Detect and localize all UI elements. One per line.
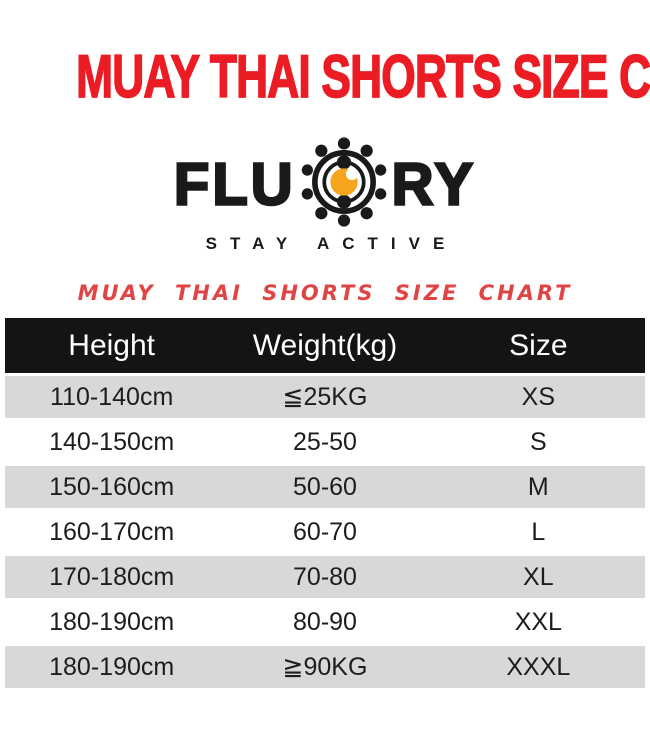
weight-cell: 70-80 bbox=[293, 562, 357, 591]
logo-tagline: STAY ACTIVE bbox=[205, 234, 458, 253]
height-cell: 160-170cm bbox=[49, 517, 175, 546]
page-title-wrap: MUAY THAI SHORTS SIZE CHART bbox=[0, 43, 650, 112]
height-cell: 180-190cm bbox=[49, 607, 175, 636]
fluory-wordmark: FLU bbox=[0, 134, 650, 230]
gear-icon bbox=[297, 135, 391, 229]
fluory-logo: FLU bbox=[0, 134, 650, 254]
table-row: 140-150cm 25-50 S bbox=[5, 421, 645, 463]
size-cell: XXL bbox=[514, 607, 562, 636]
size-cell: XL bbox=[523, 562, 554, 591]
height-cell: 140-150cm bbox=[49, 427, 175, 456]
weight-cell: 25-50 bbox=[293, 427, 357, 456]
size-cell: XXXL bbox=[506, 652, 571, 681]
size-cell: S bbox=[529, 427, 547, 456]
weight-cell: 50-60 bbox=[293, 472, 357, 501]
height-cell: 180-190cm bbox=[49, 652, 175, 681]
wordmark-ry: RY bbox=[390, 151, 477, 218]
header-weight: Weight(kg) bbox=[252, 328, 398, 362]
table-row: 170-180cm 70-80 XL bbox=[5, 556, 645, 598]
table-row: 110-140cm ≦25KG XS bbox=[5, 376, 645, 418]
table-subtitle: MUAY THAI SHORTS SIZE CHART bbox=[77, 281, 573, 305]
size-cell: XS bbox=[521, 382, 555, 411]
table-row: 180-190cm ≧90KG XXXL bbox=[5, 646, 645, 688]
header-size: Size bbox=[509, 328, 568, 362]
wordmark-flu: FLU bbox=[173, 151, 296, 218]
weight-cell: 80-90 bbox=[293, 607, 357, 636]
size-cell: M bbox=[527, 472, 549, 501]
table-row: 180-190cm 80-90 XXL bbox=[5, 601, 645, 643]
weight-cell: 60-70 bbox=[293, 517, 357, 546]
height-cell: 150-160cm bbox=[49, 472, 175, 501]
header-height: Height bbox=[68, 328, 156, 362]
table-row: 150-160cm 50-60 M bbox=[5, 466, 645, 508]
height-cell: 170-180cm bbox=[49, 562, 175, 591]
size-table: Height Weight(kg) Size 110-140cm ≦25KG X… bbox=[5, 318, 645, 688]
weight-cell: ≦25KG bbox=[282, 382, 368, 411]
weight-cell: ≧90KG bbox=[282, 652, 368, 681]
table-row: 160-170cm 60-70 L bbox=[5, 511, 645, 553]
page-title: MUAY THAI SHORTS SIZE CHART bbox=[76, 43, 650, 112]
height-cell: 110-140cm bbox=[50, 382, 174, 411]
size-cell: L bbox=[531, 517, 546, 546]
table-header-row: Height Weight(kg) Size bbox=[5, 318, 645, 373]
